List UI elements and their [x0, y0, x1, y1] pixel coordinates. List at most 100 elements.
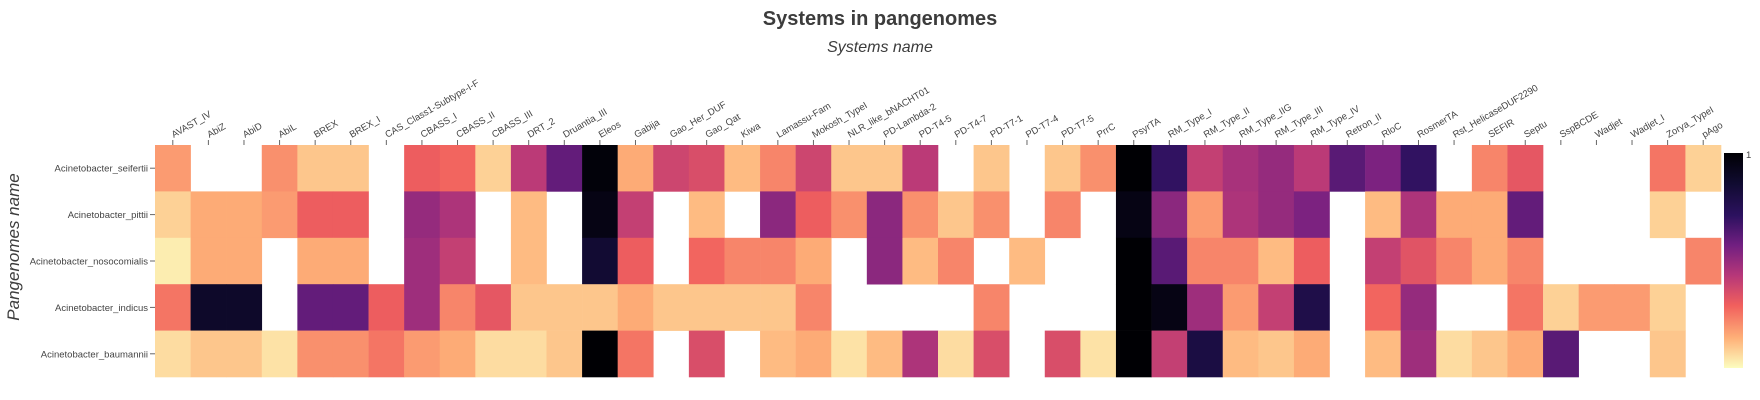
heatmap-cell	[617, 145, 654, 192]
heatmap-cell	[155, 145, 191, 192]
heatmap-cell	[1151, 145, 1188, 192]
heatmap-cell	[795, 145, 832, 192]
heatmap-cell	[1258, 145, 1295, 192]
heatmap-cell	[332, 145, 369, 192]
heatmap-cell	[1293, 284, 1330, 331]
x-tick-label: PD-T7-4	[1024, 113, 1061, 140]
heatmap-cell	[760, 237, 796, 285]
heatmap-cell	[1187, 191, 1224, 239]
heatmap-cell	[688, 191, 725, 239]
heatmap-cell	[1115, 237, 1152, 285]
heatmap-cell	[1222, 237, 1259, 285]
heatmap-cell	[617, 284, 654, 331]
heatmap-cell	[261, 330, 298, 378]
heatmap-cell	[795, 284, 832, 331]
heatmap-cell	[866, 330, 903, 378]
heatmap-cell	[1543, 284, 1579, 331]
heatmap-cell	[760, 284, 796, 331]
x-tick-label: AbiZ	[205, 121, 228, 140]
heatmap-cell	[1543, 330, 1579, 378]
heatmap-cell	[1293, 330, 1330, 378]
heatmap-cell	[688, 284, 725, 331]
heatmap-cell	[1471, 237, 1508, 285]
heatmap-cell	[1258, 284, 1295, 331]
heatmap-cell	[439, 284, 476, 331]
heatmap-cell	[226, 330, 263, 378]
heatmap-cell	[190, 191, 227, 239]
heatmap-cell	[902, 145, 939, 192]
heatmap-cell	[475, 284, 512, 331]
heatmap-cell	[332, 237, 369, 285]
heatmap-cell	[1044, 330, 1081, 378]
heatmap-cell	[1365, 145, 1401, 192]
heatmap-cell	[617, 191, 654, 239]
heatmap-cell	[1365, 330, 1401, 378]
heatmap-cell	[1507, 237, 1544, 285]
heatmap-cell	[724, 284, 761, 331]
heatmap-cell	[190, 330, 227, 378]
heatmap-cell	[1507, 284, 1544, 331]
heatmap-cell	[938, 191, 974, 239]
heatmap-cell	[1151, 191, 1188, 239]
heatmap-cell	[510, 237, 547, 285]
heatmap-cell	[902, 330, 939, 378]
heatmap-cell	[582, 330, 618, 378]
heatmap-cell	[439, 191, 476, 239]
heatmap-cell	[261, 191, 298, 239]
heatmap-cell	[1685, 145, 1722, 192]
heatmap-cell	[902, 237, 939, 285]
heatmap-cell	[617, 237, 654, 285]
heatmap-cell	[1115, 145, 1152, 192]
heatmap-cell	[439, 237, 476, 285]
heatmap-cell	[155, 284, 191, 331]
heatmap-cell	[1436, 191, 1473, 239]
heatmap-cell	[582, 284, 618, 331]
heatmap-cell	[332, 191, 369, 239]
x-tick-label: Gabija	[632, 117, 662, 141]
heatmap-cell	[546, 330, 583, 378]
heatmap-cell	[582, 237, 618, 285]
heatmap-cell	[510, 284, 547, 331]
heatmap-cell	[1151, 330, 1188, 378]
x-tick-label: AbiD	[241, 121, 264, 141]
x-tick-label: Septu	[1522, 119, 1549, 141]
heatmap-cell	[332, 284, 369, 331]
heatmap-cell	[831, 330, 868, 378]
heatmap-cell	[261, 145, 298, 192]
heatmap-cell	[653, 284, 690, 331]
heatmap-cell	[1187, 237, 1224, 285]
heatmap-cell	[1009, 237, 1046, 285]
heatmap-cell	[546, 145, 583, 192]
heatmap-cell	[724, 237, 761, 285]
heatmap-cell	[795, 330, 832, 378]
heatmap-cell	[404, 145, 441, 192]
heatmap-cell	[1400, 191, 1437, 239]
heatmap-cell	[190, 284, 227, 331]
heatmap-cell	[1258, 330, 1295, 378]
heatmap-cell	[1258, 191, 1295, 239]
heatmap-cell	[831, 191, 868, 239]
heatmap-cell	[1222, 284, 1259, 331]
heatmap-cell	[1649, 191, 1686, 239]
heatmap-cell	[297, 284, 334, 331]
x-tick-label: PD-T4-7	[953, 113, 990, 140]
heatmap-cell	[1115, 191, 1152, 239]
heatmap-cell	[1080, 145, 1117, 192]
heatmap-cell	[1258, 237, 1295, 285]
x-tick-label: RloC	[1380, 120, 1404, 140]
x-tick-label: Wadjet_I	[1629, 113, 1667, 141]
heatmap-cell	[795, 191, 832, 239]
heatmap-cell	[866, 145, 903, 192]
heatmap-cell	[1329, 145, 1366, 192]
heatmap-cell	[510, 191, 547, 239]
heatmap-cell	[938, 330, 974, 378]
x-tick-label: Eleos	[597, 119, 623, 141]
x-tick-label: AbiL	[277, 122, 299, 141]
heatmap-cell	[1685, 237, 1722, 285]
y-tick-labels: Acinetobacter_seifertii Acinetobacter_pit…	[30, 164, 155, 360]
heatmap-cell	[1044, 145, 1081, 192]
colorbar-max-label: 1	[1746, 150, 1751, 161]
y-tick-label: Acinetobacter_indicus	[55, 303, 148, 314]
x-tick-label: CBASS_II	[455, 110, 498, 141]
